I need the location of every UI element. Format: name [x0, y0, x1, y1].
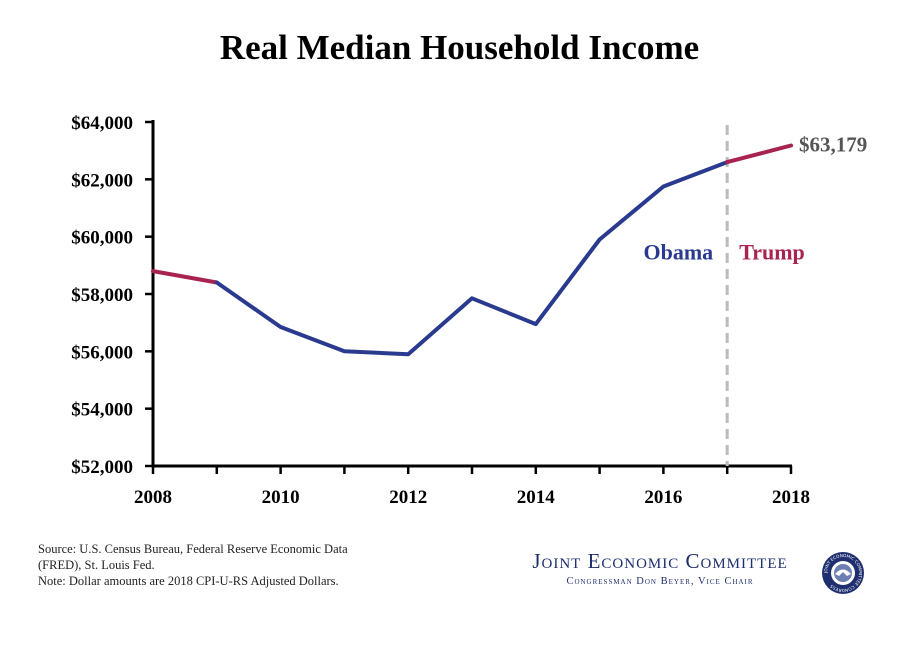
y-tick-label: $62,000: [71, 170, 133, 191]
y-tick-label: $52,000: [71, 457, 133, 478]
x-tick-label: 2018: [772, 487, 810, 508]
source-line-2: (FRED), St. Louis Fed.: [38, 558, 155, 572]
x-tick-label: 2012: [389, 487, 427, 508]
axes: [145, 120, 793, 474]
income-line-chart: $52,000 $54,000 $56,000 $58,000 $60,000 $62,0…: [71, 113, 867, 508]
source-note: Source: U.S. Census Bureau, Federal Rese…: [38, 541, 458, 589]
congress-seal-icon: JOINT ECONOMIC COMMITTEE CONGRESS: [822, 552, 864, 594]
x-tick-label: 2014: [517, 487, 556, 508]
y-tick-label: $54,000: [71, 400, 133, 421]
org-name: Joint Economic Committee: [532, 549, 788, 573]
org-subtitle: Congressman Don Beyer, Vice Chair: [566, 576, 754, 587]
y-tick-label: $60,000: [71, 228, 133, 249]
y-tick-label: $56,000: [71, 342, 133, 363]
y-tick-label: $58,000: [71, 285, 133, 306]
series-segment-1: [151, 269, 219, 285]
series-lines: [151, 143, 793, 357]
chart-labels: $52,000 $54,000 $56,000 $58,000 $60,000 $62,0…: [71, 113, 867, 508]
y-tick-label: $64,000: [71, 113, 133, 134]
series-segment-3: [725, 143, 793, 165]
obama-label: Obama: [644, 240, 714, 265]
trump-label: Trump: [739, 240, 805, 265]
chart-title: Real Median Household Income: [219, 28, 700, 67]
x-tick-label: 2016: [644, 487, 682, 508]
source-line-1: Source: U.S. Census Bureau, Federal Rese…: [38, 542, 348, 556]
end-value-label: $63,179: [799, 133, 867, 157]
x-tick-label: 2010: [262, 487, 300, 508]
jec-logo-text: Joint Economic Committee Congressman Don…: [500, 549, 820, 587]
x-tick-label: 2008: [134, 487, 172, 508]
series-segment-2: [214, 160, 730, 357]
source-line-3: Note: Dollar amounts are 2018 CPI-U-RS A…: [38, 574, 339, 588]
